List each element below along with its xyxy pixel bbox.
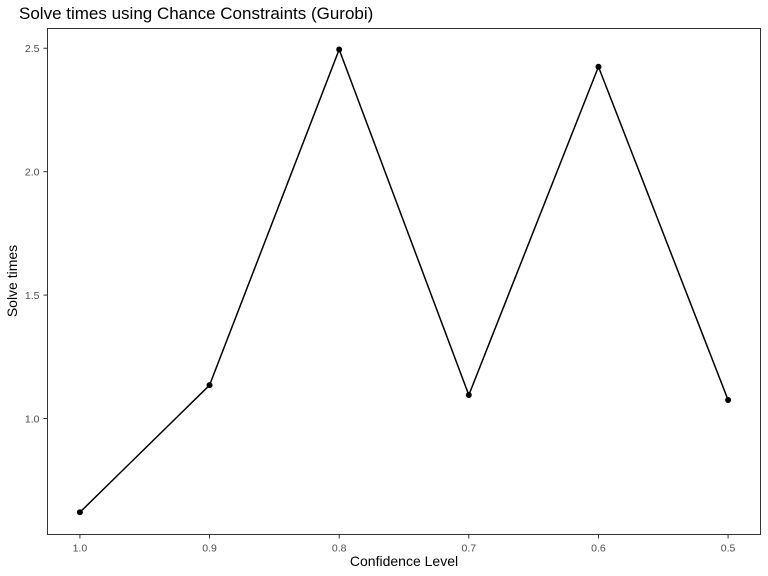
x-tick-label: 0.5 <box>721 543 736 555</box>
y-tick-label: 2.5 <box>25 43 40 55</box>
x-tick-label: 0.8 <box>332 543 347 555</box>
data-points <box>76 46 732 516</box>
y-tick-label: 2.0 <box>25 167 40 179</box>
y-axis: 1.0 1.5 2.0 2.5 <box>25 43 48 425</box>
x-tick-label: 0.9 <box>202 543 217 555</box>
data-point <box>465 392 472 399</box>
x-axis-title: Confidence Level <box>350 553 458 569</box>
y-tick-label: 1.0 <box>25 413 40 425</box>
data-point <box>206 382 213 389</box>
y-axis-title: Solve times <box>4 245 20 317</box>
x-tick-label: 0.6 <box>591 543 606 555</box>
plot-panel <box>47 28 761 535</box>
data-point <box>336 46 343 53</box>
series-line <box>79 47 729 513</box>
x-axis: 1.0 0.9 0.8 0.7 0.6 0.5 <box>73 534 736 555</box>
y-tick-label: 1.5 <box>25 290 40 302</box>
chart-title: Solve times using Chance Constraints (Gu… <box>19 4 373 23</box>
data-point <box>76 509 83 516</box>
data-point <box>595 63 602 70</box>
data-point <box>725 396 732 403</box>
x-tick-label: 0.7 <box>462 543 477 555</box>
x-tick-label: 1.0 <box>73 543 88 555</box>
